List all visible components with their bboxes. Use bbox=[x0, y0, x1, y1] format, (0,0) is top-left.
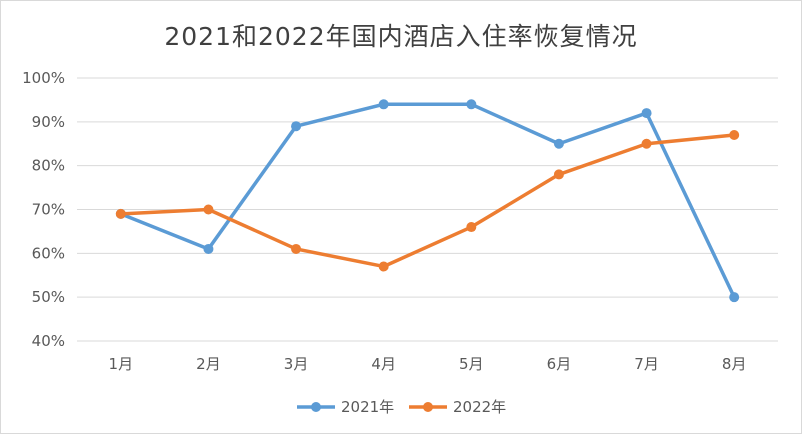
y-tick-label: 100% bbox=[22, 69, 65, 87]
x-tick-label: 7月 bbox=[634, 355, 659, 373]
data-point bbox=[378, 261, 389, 272]
data-point bbox=[203, 243, 214, 254]
legend-marker bbox=[311, 402, 321, 412]
x-tick-label: 2月 bbox=[196, 355, 221, 373]
data-point bbox=[729, 292, 740, 303]
y-tick-label: 60% bbox=[32, 244, 65, 262]
x-tick-label: 3月 bbox=[284, 355, 309, 373]
series-line-2 bbox=[119, 133, 736, 269]
legend-label: 2022年 bbox=[453, 398, 506, 416]
data-point bbox=[203, 204, 214, 215]
chart-title: 2021和2022年国内酒店入住率恢复情况 bbox=[164, 22, 638, 51]
y-tick-label: 80% bbox=[32, 157, 65, 175]
y-tick-label: 40% bbox=[32, 332, 65, 350]
data-point bbox=[466, 99, 477, 110]
data-point bbox=[291, 243, 302, 254]
x-tick-label: 1月 bbox=[109, 355, 134, 373]
data-point bbox=[553, 169, 564, 180]
x-tick-label: 6月 bbox=[547, 355, 572, 373]
data-point bbox=[641, 108, 652, 119]
series-line-1 bbox=[119, 102, 736, 299]
data-point bbox=[378, 99, 389, 110]
data-point bbox=[729, 129, 740, 140]
x-tick-label: 5月 bbox=[459, 355, 484, 373]
data-point bbox=[641, 138, 652, 149]
data-point bbox=[466, 222, 477, 233]
x-tick-label: 8月 bbox=[722, 355, 747, 373]
legend-marker bbox=[423, 402, 433, 412]
data-point bbox=[115, 208, 126, 219]
data-point bbox=[291, 121, 302, 132]
x-tick-label: 4月 bbox=[371, 355, 396, 373]
y-tick-label: 90% bbox=[32, 113, 65, 131]
data-point bbox=[553, 138, 564, 149]
y-tick-label: 50% bbox=[32, 288, 65, 306]
legend-label: 2021年 bbox=[341, 398, 394, 416]
y-tick-label: 70% bbox=[32, 201, 65, 219]
